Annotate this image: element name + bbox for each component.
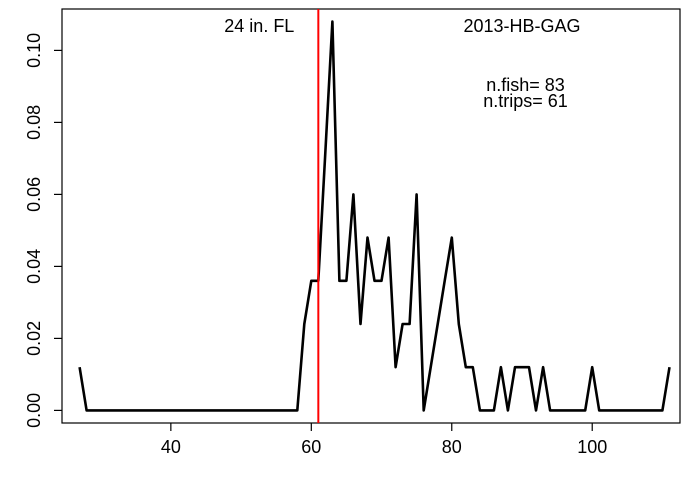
y-tick-label-0.08: 0.08 — [24, 105, 44, 140]
x-tick-label-60: 60 — [301, 437, 321, 457]
n-fish-label: n.fish= 83 — [486, 75, 565, 95]
x-tick-label-40: 40 — [161, 437, 181, 457]
y-axis: 0.00 0.02 0.04 0.06 0.08 0.10 — [24, 33, 62, 428]
y-tick-label-0.10: 0.10 — [24, 33, 44, 68]
series-layer — [78, 20, 671, 412]
n-trips-label: n.trips= 61 — [483, 91, 568, 111]
plot-frame — [61, 8, 681, 424]
y-tick-label-0.06: 0.06 — [24, 177, 44, 212]
y-tick-label-0.00: 0.00 — [24, 393, 44, 428]
y-tick-label-0.04: 0.04 — [24, 249, 44, 284]
series-line-0 — [78, 20, 671, 412]
x-axis: 40 60 80 100 — [161, 423, 607, 457]
y-tick-label-0.02: 0.02 — [24, 321, 44, 356]
reference-line-label: 24 in. FL — [224, 16, 294, 36]
x-tick-label-100: 100 — [577, 437, 607, 457]
dataset-label: 2013-HB-GAG — [463, 16, 580, 36]
x-tick-label-80: 80 — [442, 437, 462, 457]
